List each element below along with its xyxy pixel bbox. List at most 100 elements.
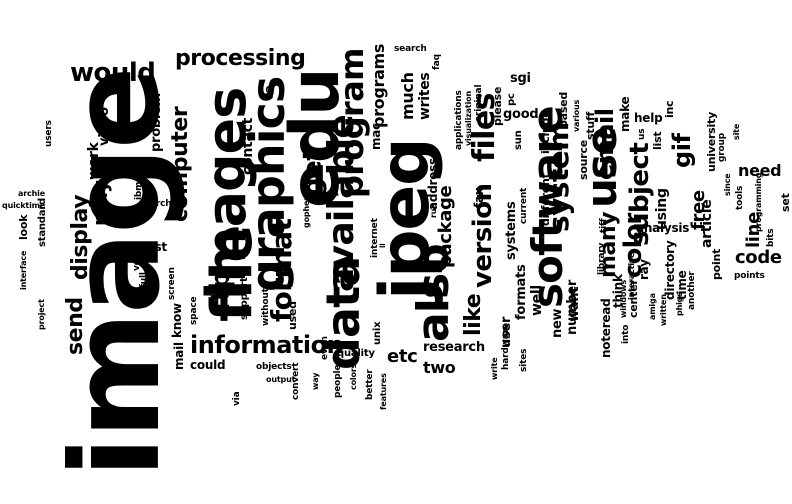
word-list: list xyxy=(651,131,664,150)
word-even: even xyxy=(320,336,330,360)
word-set: set xyxy=(779,193,792,212)
word-want: want xyxy=(567,286,582,322)
word-well: well xyxy=(529,285,545,316)
word-since: since xyxy=(723,173,732,196)
word-library: library xyxy=(597,242,607,275)
word-various: various xyxy=(572,99,581,132)
word-get: get xyxy=(298,148,328,196)
word-information: information xyxy=(190,331,344,359)
word-program: program xyxy=(333,48,371,198)
word-group: group xyxy=(717,132,727,162)
word-into: into xyxy=(621,324,631,344)
word-formats: formats xyxy=(514,264,529,320)
word-analysis: analysis xyxy=(636,221,690,235)
word-site: site xyxy=(732,123,741,140)
word-ca: ca xyxy=(262,85,276,100)
word-look: look xyxy=(17,214,30,240)
word-points: points xyxy=(734,271,765,281)
word-like: like xyxy=(461,293,486,336)
word-processing: processing xyxy=(175,46,306,71)
word-quicktime: quicktime xyxy=(2,201,46,210)
word-current: current xyxy=(519,187,529,224)
word-good: good xyxy=(503,107,539,122)
word-mail: mail xyxy=(172,342,186,370)
word-way: way xyxy=(311,372,320,390)
word-problem: problem xyxy=(149,93,164,152)
word-fax: fax xyxy=(472,187,486,208)
word-archive: archive xyxy=(150,199,187,209)
word-space: space xyxy=(189,296,199,325)
word-article: article xyxy=(699,199,715,248)
word-using: using xyxy=(654,188,670,230)
word-different: different xyxy=(539,173,552,226)
word-visualization: visualization xyxy=(464,90,473,146)
word-make: make xyxy=(618,96,632,132)
word-etc: etc xyxy=(387,346,418,367)
word-standard: standard xyxy=(37,198,48,247)
word-would: would xyxy=(70,58,156,88)
word-research: research xyxy=(423,340,485,355)
word-new: new xyxy=(550,308,565,338)
word-source: source xyxy=(577,139,590,180)
word-based: based xyxy=(557,91,570,128)
word-please: please xyxy=(491,86,504,126)
word-contact: contact xyxy=(240,117,256,175)
word-ftp: ftp xyxy=(206,271,236,312)
word-ve: ve xyxy=(132,259,142,271)
word-systems: systems xyxy=(504,201,519,260)
word-colors: colors xyxy=(349,363,358,390)
word-inc: inc xyxy=(663,100,676,118)
word-need: need xyxy=(738,161,782,180)
word-unix: unix xyxy=(372,321,383,345)
word-programming: programming xyxy=(754,172,763,232)
word-screen: screen xyxy=(167,267,177,300)
word-features: features xyxy=(379,373,388,410)
word-convert: convert xyxy=(291,362,301,400)
word-ibm: ibm xyxy=(134,181,144,200)
word-write: write xyxy=(490,357,499,380)
word-first: first xyxy=(140,240,167,254)
word-another: another xyxy=(687,271,697,310)
word-could: could xyxy=(190,358,226,372)
word-written: written xyxy=(659,294,668,326)
word-via: via xyxy=(232,391,242,407)
word-include: include xyxy=(539,110,552,154)
word-sites: sites xyxy=(519,348,529,372)
word-people: people xyxy=(333,364,343,398)
word-run: run xyxy=(429,203,438,218)
word-tiff: tiff xyxy=(599,218,609,234)
word-sgi: sgi xyxy=(510,71,531,86)
word-work: work xyxy=(86,142,102,180)
word-quality: quality xyxy=(337,348,375,359)
word-gopher: gopher xyxy=(302,196,311,228)
word-used: used xyxy=(286,301,299,330)
word-may: may xyxy=(88,180,112,226)
word-interface: interface xyxy=(19,250,28,290)
word-archie: archie xyxy=(18,189,45,198)
word-send: send xyxy=(63,297,88,355)
word-sun: sun xyxy=(513,130,524,150)
word-stuff: stuff xyxy=(584,111,597,140)
word-hardware: hardware xyxy=(501,323,511,370)
word-internet: internet xyxy=(370,218,380,258)
word-search: search xyxy=(394,44,427,54)
word-code: code xyxy=(735,247,782,268)
word-ll: ll xyxy=(379,243,387,248)
word-know: know xyxy=(170,303,184,338)
word-users: users xyxy=(44,120,54,147)
word-university: university xyxy=(705,111,718,172)
word-objects: objects xyxy=(256,362,292,372)
word-check: check xyxy=(95,93,105,122)
word-tools: tools xyxy=(735,185,745,210)
word-pc: pc xyxy=(506,93,517,106)
word-amiga: amiga xyxy=(648,293,657,320)
word-project: project xyxy=(37,299,46,330)
word-two: two xyxy=(423,358,456,377)
word-better: better xyxy=(365,369,375,400)
word-bits: bits xyxy=(766,228,776,247)
word-original: original xyxy=(474,84,484,122)
word-much: much xyxy=(398,72,417,120)
word-find: find xyxy=(90,156,120,172)
word-mac: mac xyxy=(369,123,383,150)
